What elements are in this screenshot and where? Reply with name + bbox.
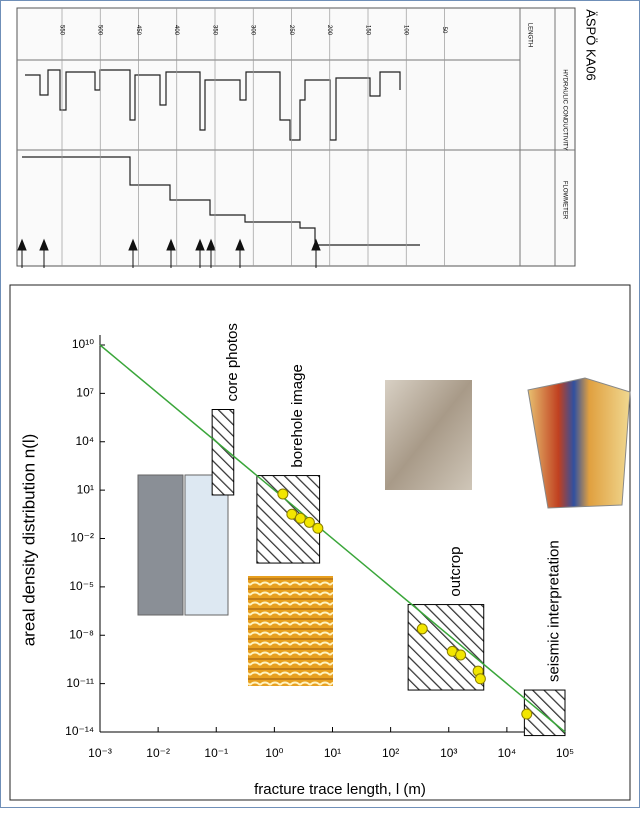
x-tick-label: 10²	[382, 746, 399, 760]
log-frame	[17, 8, 575, 266]
y-tick-label: 10⁻¹¹	[66, 676, 94, 690]
data-point	[278, 489, 288, 499]
x-tick-label: 10⁻²	[146, 746, 170, 760]
y-tick-label: 10¹	[77, 482, 94, 496]
length-tick-label: 50	[441, 27, 447, 34]
borehole-log: ÄSPÖ KA06 LENGTH HYDRAULIC CONDUCTIVITY …	[17, 8, 599, 268]
region-label: borehole image	[289, 364, 306, 467]
x-tick-label: 10⁻³	[88, 746, 112, 760]
y-tick-label: 10⁴	[75, 434, 94, 448]
x-tick-label: 10³	[440, 746, 457, 760]
outcrop-photo	[385, 380, 472, 490]
x-axis-title: fracture trace length, l (m)	[254, 781, 426, 798]
length-tick-label: 550	[58, 25, 64, 36]
data-point	[313, 523, 323, 533]
region-box	[212, 410, 234, 495]
length-tick-label: 100	[403, 25, 409, 36]
y-axis-title: areal density distribution n(l)	[19, 434, 38, 647]
region-label: core photos	[224, 323, 241, 401]
x-tick-label: 10⁴	[498, 746, 517, 760]
core-photo	[138, 475, 183, 615]
y-tick-label: 10⁻²	[70, 531, 94, 545]
y-tick-label: 10⁻⁵	[69, 579, 94, 593]
data-point	[295, 513, 305, 523]
length-tick-label: 300	[250, 25, 256, 36]
region-label: outcrop	[447, 547, 464, 597]
y-tick-label: 10⁷	[76, 386, 94, 400]
borehole-image	[248, 576, 333, 686]
data-point	[417, 624, 427, 634]
length-label: LENGTH	[526, 23, 532, 47]
length-tick-label: 200	[326, 25, 332, 36]
core-sketch	[185, 475, 228, 615]
x-tick-label: 10⁰	[265, 746, 283, 760]
length-tick-label: 350	[211, 25, 217, 36]
y-tick-label: 10¹⁰	[72, 337, 94, 351]
length-tick-label: 150	[364, 25, 370, 36]
conductivity-label: HYDRAULIC CONDUCTIVITY	[561, 69, 567, 150]
x-tick-label: 10¹	[324, 746, 341, 760]
x-tick-label: 10⁻¹	[204, 746, 228, 760]
length-tick-label: 400	[173, 25, 179, 36]
x-tick-label: 10⁵	[556, 746, 574, 760]
length-tick-label: 450	[135, 25, 141, 36]
data-point	[522, 709, 532, 719]
region-box	[408, 605, 484, 690]
log-title: ÄSPÖ KA06	[584, 9, 599, 81]
region-label: seismic interpretation	[546, 540, 563, 682]
data-point	[304, 517, 314, 527]
length-tick-label: 250	[288, 25, 294, 36]
length-tick-label: 500	[97, 25, 103, 36]
y-tick-label: 10⁻⁸	[69, 627, 94, 641]
figure: ÄSPÖ KA06 LENGTH HYDRAULIC CONDUCTIVITY …	[0, 0, 640, 808]
flowmeter-label: FLOWMETER	[561, 181, 567, 220]
y-tick-label: 10⁻¹⁴	[65, 724, 94, 738]
data-point	[456, 650, 466, 660]
data-point	[475, 674, 485, 684]
